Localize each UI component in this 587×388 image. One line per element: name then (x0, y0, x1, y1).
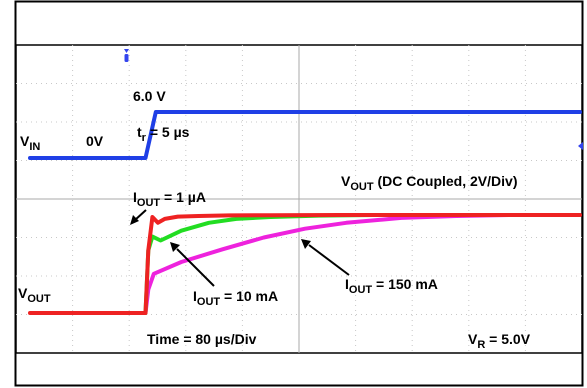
trace-vout-1ua (28, 213, 582, 315)
vin-high-label: 6.0 V (133, 88, 166, 104)
trace-vout-150ma (143, 213, 514, 315)
vout-label: VOUT (18, 285, 51, 305)
vin-low-label: 0V (86, 133, 104, 149)
trigger-marker-icon (124, 49, 129, 62)
channel-level-marker-icon (578, 142, 583, 150)
iout-10ma-label: IOUT = 10 mA (193, 288, 278, 308)
iout-1ua-label: IOUT = 1 µA (133, 189, 206, 209)
iout-150ma-label: IOUT = 150 mA (345, 276, 438, 296)
arrow-iout-150ma (308, 244, 350, 276)
trace-vin (28, 110, 582, 160)
arrow-iout-1ua (134, 209, 147, 221)
vout-coupling-label: VOUT (DC Coupled, 2V/Div) (341, 173, 517, 193)
vin-label: VIN (20, 133, 40, 153)
annotation-arrows (130, 209, 350, 287)
arrowhead-1ua-icon (130, 215, 139, 225)
arrowhead-10ma-icon (170, 242, 180, 252)
traces (28, 110, 582, 315)
time-div-label: Time = 80 µs/Div (147, 331, 257, 347)
rise-time-label: tr = 5 µs (137, 124, 190, 144)
arrow-iout-10ma (176, 248, 215, 287)
grid (16, 45, 582, 353)
arrowhead-150ma-icon (301, 239, 311, 249)
vr-label: VR = 5.0V (468, 331, 531, 351)
